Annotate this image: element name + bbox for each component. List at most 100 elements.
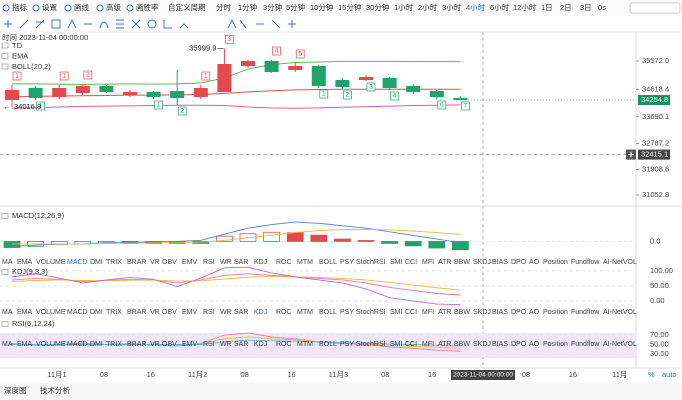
indicator-tab[interactable]: MACD [67,309,88,316]
indicator-tab[interactable]: DMI [90,341,103,348]
indicator-tab[interactable]: EMA [17,309,33,316]
indicator-tab[interactable]: DPO [511,259,527,266]
indicator-tab[interactable]: ROC [276,309,292,316]
indicator-tab[interactable]: Fundflow [571,341,600,348]
indicator-tab[interactable]: EMV [182,341,198,348]
toolbar-item[interactable]: 设置 [42,2,57,12]
indicator-tab[interactable]: SAR [234,309,248,316]
indicator-tab[interactable]: VR [150,341,160,348]
indicator-tab[interactable]: VOLUME [36,341,66,348]
indicator-tab[interactable]: PSY [340,341,354,348]
indicator-tab[interactable]: SAR [234,341,248,348]
indicator-tab[interactable]: WR [220,259,232,266]
indicator-tab[interactable]: PSY [340,259,354,266]
indicator-tab[interactable]: BBW [454,259,470,266]
indicator-tab[interactable]: WR [220,341,232,348]
indicator-tab[interactable]: Fundflow [571,259,600,266]
indicator-tab[interactable]: VOLUME [36,309,66,316]
indicator-tab[interactable]: TRIX [106,309,122,316]
indicator-tab[interactable]: MFI [422,309,434,316]
indicator-tab[interactable]: WR [220,309,232,316]
indicator-tab[interactable]: MTM [297,341,313,348]
indicator-tab[interactable]: KDJ [254,341,267,348]
indicator-tab[interactable]: SKDJ [473,309,491,316]
toolbar-item[interactable]: 2小时 [418,2,438,12]
bottom-tab[interactable]: 技术分析 [40,385,70,395]
indicator-tab[interactable]: CCI [405,259,417,266]
toolbar-item[interactable]: 3小时 [442,2,462,12]
indicator-tab[interactable]: KDJ [254,309,267,316]
toolbar-item[interactable]: 4小时 [466,2,486,12]
indicator-tab[interactable]: MACD [67,259,88,266]
indicator-tab[interactable]: SMI [390,309,403,316]
toolbar-item[interactable]: 1日 [541,3,553,12]
indicator-tab[interactable]: AO [529,259,540,266]
indicator-tab[interactable]: DMI [90,259,103,266]
indicator-tab[interactable]: StochRSI [356,341,386,348]
indicator-tab[interactable]: DPO [511,309,527,316]
toolbar-item[interactable]: 6小时 [490,2,510,12]
axis-control[interactable]: auto [662,370,677,379]
indicator-tab[interactable]: AI-NetVOL [603,259,637,266]
indicator-tab[interactable]: VR [150,259,160,266]
indicator-tab[interactable]: OBV [162,341,177,348]
indicator-tab[interactable]: RSI [203,259,215,266]
indicator-tab[interactable]: EMA [17,259,33,266]
toolbar-item[interactable]: 画胜率 [136,2,159,12]
toolbar-item[interactable]: 30分钟 [366,2,390,12]
indicator-tab[interactable]: MA [2,341,13,348]
indicator-tab[interactable]: TRIX [106,259,122,266]
indicator-tab[interactable]: Position [543,309,568,316]
indicator-tab[interactable]: VR [150,309,160,316]
indicator-tab[interactable]: OBV [162,259,177,266]
indicator-tab[interactable]: BRAR [127,259,146,266]
indicator-tab[interactable]: SAR [234,259,248,266]
indicator-tab[interactable]: BIAS [492,259,508,266]
toolbar-item[interactable]: 分时 [216,2,231,12]
indicator-tab[interactable]: MFI [422,259,434,266]
toolbar-item[interactable]: 3分钟 [263,2,283,12]
toolbar-item[interactable]: 1分钟 [238,2,258,12]
indicator-tab[interactable]: BOLL [319,309,337,316]
indicator-tab[interactable]: PSY [340,309,354,316]
indicator-tab[interactable]: SMI [390,259,403,266]
indicator-tab[interactable]: SMI [390,341,403,348]
indicator-tab[interactable]: CCI [405,309,417,316]
indicator-tab[interactable]: RSI [203,309,215,316]
indicator-tab[interactable]: BBW [454,309,470,316]
indicator-tab[interactable]: TRIX [106,341,122,348]
indicator-tab[interactable]: BBW [454,341,470,348]
indicator-tab[interactable]: StochRSI [356,259,386,266]
indicator-tab[interactable]: DMI [90,309,103,316]
toolbar-item[interactable]: 2日 [560,3,572,12]
indicator-tab[interactable]: ATR [438,259,451,266]
toolbar-item[interactable]: 10分钟 [310,2,334,12]
indicator-tab[interactable]: VOLUME [36,259,66,266]
toolbar-item[interactable]: 1小时 [394,2,414,12]
indicator-tab[interactable]: BOLL [319,259,337,266]
indicator-tab[interactable]: BOLL [319,341,337,348]
indicator-tab[interactable]: EMA [17,341,33,348]
indicator-tab[interactable]: ROC [276,259,292,266]
indicator-tab[interactable]: DPO [511,341,527,348]
indicator-tab[interactable]: MTM [297,309,313,316]
indicator-tab[interactable]: Position [543,341,568,348]
indicator-tab[interactable]: Position [543,259,568,266]
indicator-tab[interactable]: AO [529,309,540,316]
toolbar-item[interactable]: 5分钟 [286,2,306,12]
indicator-tab[interactable]: KDJ [254,259,267,266]
indicator-tab[interactable]: Fundflow [571,309,600,316]
indicator-tab[interactable]: ATR [438,309,451,316]
indicator-tab[interactable]: BIAS [492,341,508,348]
toolbar-item[interactable]: 自定义周期 [168,2,206,12]
toolbar-item[interactable]: 12小时 [513,2,537,12]
indicator-tab[interactable]: SKDJ [473,341,491,348]
indicator-tab[interactable]: SKDJ [473,259,491,266]
toolbar-item[interactable]: 0s [598,3,606,12]
indicator-tab[interactable]: MTM [297,259,313,266]
indicator-tab[interactable]: RSI [203,341,215,348]
indicator-tab[interactable]: EMV [182,259,198,266]
draw-tools[interactable] [4,18,296,29]
indicator-tab[interactable]: BIAS [492,309,508,316]
indicator-tab[interactable]: EMV [182,309,198,316]
